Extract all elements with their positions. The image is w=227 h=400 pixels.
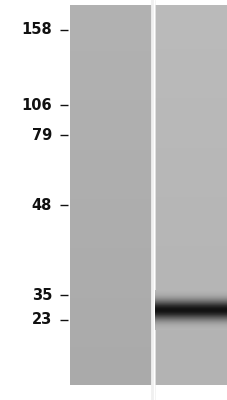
Text: 79: 79 (32, 128, 52, 142)
Text: 23: 23 (32, 312, 52, 328)
Text: 35: 35 (32, 288, 52, 302)
Text: 106: 106 (21, 98, 52, 112)
Text: 48: 48 (32, 198, 52, 212)
Text: 158: 158 (21, 22, 52, 38)
